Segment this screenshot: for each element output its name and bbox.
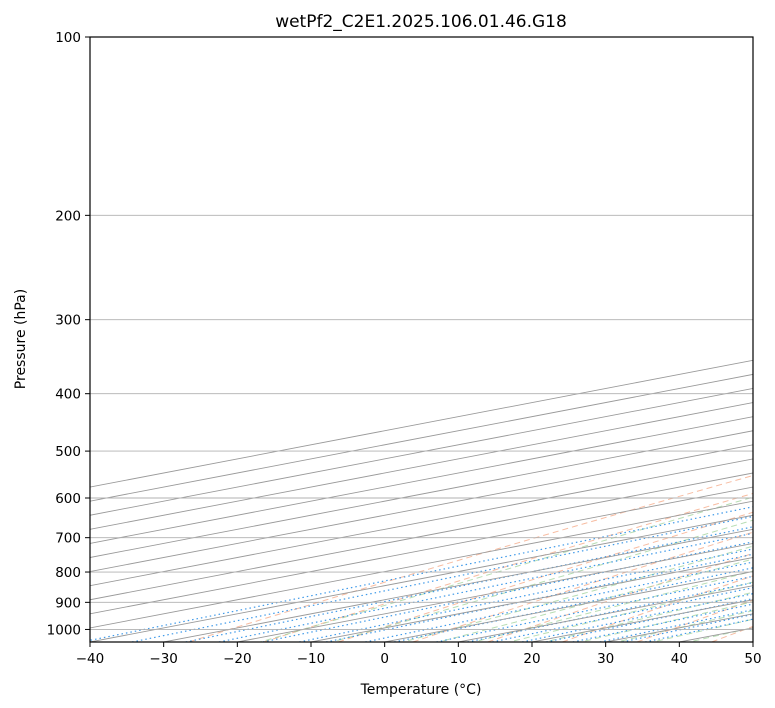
y-tick-label: 1000 xyxy=(47,622,81,638)
isotherm-line xyxy=(163,528,753,642)
dry-adiabat-line xyxy=(188,475,753,642)
x-tick-label: −40 xyxy=(76,651,105,667)
mixing-ratio-line xyxy=(262,541,753,642)
isotherm-line xyxy=(90,430,753,558)
y-tick-label: 400 xyxy=(55,387,81,403)
y-tick-label: 800 xyxy=(55,565,81,581)
dry-adiabat-line xyxy=(412,531,753,642)
isotherm-line xyxy=(90,500,753,629)
plot-area: 0.10.20.40.611.52346810131620253036-100-… xyxy=(90,37,753,642)
x-tick-label: −30 xyxy=(149,651,178,667)
y-tick-label: 700 xyxy=(55,531,81,547)
moist-adiabat-line xyxy=(401,545,753,642)
y-tick-label: 100 xyxy=(55,30,81,46)
isotherm-line xyxy=(90,514,753,642)
mixing-ratio-line xyxy=(436,575,753,642)
x-axis-label: Temperature (°C) xyxy=(360,682,482,698)
mixing-ratio-line xyxy=(131,515,753,642)
dry-adiabat-line xyxy=(263,492,753,642)
mixing-ratio-line xyxy=(299,548,753,642)
y-tick-label: 500 xyxy=(55,444,81,460)
mixing-ratio-line xyxy=(492,586,753,642)
moist-adiabat-line xyxy=(330,519,753,642)
x-tick-label: 30 xyxy=(597,651,614,667)
isotherm-line xyxy=(90,416,753,544)
chart-title: wetPf2_C2E1.2025.106.01.46.G18 xyxy=(275,12,567,32)
x-tick-label: −10 xyxy=(297,651,326,667)
isotherm-line xyxy=(90,444,753,573)
y-tick-label: 300 xyxy=(55,313,81,329)
x-tick-label: 50 xyxy=(744,651,761,667)
x-tick-label: 10 xyxy=(450,651,467,667)
y-tick-label: 600 xyxy=(55,491,81,507)
plot-frame xyxy=(89,36,754,643)
isotherm-line xyxy=(90,486,753,615)
y-axis-label: Pressure (hPa) xyxy=(13,289,29,389)
isotherm-line xyxy=(90,458,753,587)
x-tick-label: 40 xyxy=(671,651,688,667)
y-tick-label: 900 xyxy=(55,595,81,611)
x-tick-label: −20 xyxy=(223,651,252,667)
x-tick-label: 0 xyxy=(380,651,389,667)
x-tick-label: 20 xyxy=(523,651,540,667)
mixing-ratio-line xyxy=(365,561,753,642)
y-tick-label: 200 xyxy=(55,208,81,224)
isotherm-line xyxy=(90,472,753,601)
axes: −40 −30 −20 −10 0 10 20 30 40 50 100 200 300 400 500 60… xyxy=(47,30,762,667)
dry-adiabat-line xyxy=(487,552,753,642)
